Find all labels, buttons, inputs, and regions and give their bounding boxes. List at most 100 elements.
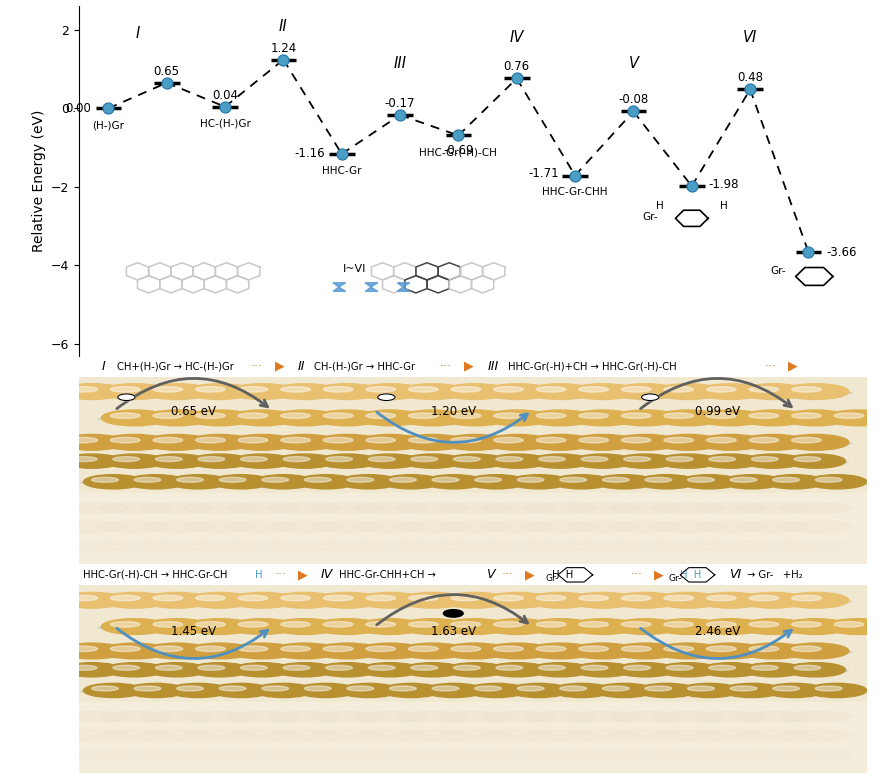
Ellipse shape (651, 625, 724, 629)
Ellipse shape (439, 503, 511, 514)
Text: 0.48: 0.48 (737, 71, 763, 85)
Ellipse shape (453, 665, 480, 671)
Ellipse shape (730, 477, 757, 483)
Ellipse shape (451, 595, 480, 601)
Ellipse shape (807, 475, 867, 489)
Ellipse shape (326, 665, 353, 671)
Ellipse shape (569, 618, 636, 635)
Bar (79, 493, 867, 564)
Ellipse shape (737, 503, 810, 514)
Ellipse shape (439, 417, 511, 421)
Ellipse shape (651, 711, 724, 723)
Ellipse shape (262, 686, 289, 691)
Ellipse shape (347, 477, 374, 483)
Ellipse shape (552, 683, 612, 698)
Ellipse shape (110, 595, 140, 601)
Ellipse shape (651, 650, 724, 654)
Text: (H-)Gr: (H-)Gr (92, 120, 124, 130)
Ellipse shape (80, 481, 146, 485)
Text: -3.66: -3.66 (826, 246, 856, 259)
Ellipse shape (780, 711, 852, 723)
Ellipse shape (698, 618, 764, 635)
Ellipse shape (581, 457, 608, 462)
Ellipse shape (496, 457, 523, 462)
Ellipse shape (698, 643, 764, 659)
Ellipse shape (609, 711, 682, 723)
Ellipse shape (226, 540, 298, 551)
Text: ···: ··· (275, 568, 287, 581)
Ellipse shape (126, 683, 186, 698)
Ellipse shape (59, 669, 125, 673)
Text: ▶: ▶ (788, 360, 797, 373)
Ellipse shape (411, 457, 437, 462)
Ellipse shape (187, 669, 253, 673)
Ellipse shape (281, 437, 311, 443)
Ellipse shape (403, 454, 462, 469)
Ellipse shape (311, 650, 384, 654)
Ellipse shape (464, 690, 529, 693)
Ellipse shape (442, 434, 509, 450)
Ellipse shape (464, 481, 529, 485)
Ellipse shape (782, 410, 849, 426)
Ellipse shape (579, 646, 608, 652)
Ellipse shape (815, 686, 842, 691)
Ellipse shape (368, 457, 395, 462)
Ellipse shape (722, 475, 781, 489)
Ellipse shape (195, 622, 225, 627)
Ellipse shape (55, 521, 128, 532)
Text: H: H (656, 201, 664, 211)
Ellipse shape (621, 413, 651, 419)
Ellipse shape (323, 622, 353, 627)
Ellipse shape (609, 650, 682, 654)
Ellipse shape (531, 454, 590, 469)
Ellipse shape (609, 625, 682, 629)
Ellipse shape (275, 663, 334, 677)
Ellipse shape (524, 600, 597, 604)
Ellipse shape (451, 646, 480, 652)
Ellipse shape (268, 417, 341, 421)
Ellipse shape (822, 625, 880, 629)
Ellipse shape (183, 600, 256, 604)
Ellipse shape (782, 384, 849, 399)
Ellipse shape (297, 683, 356, 698)
Ellipse shape (84, 683, 143, 698)
Text: 1.24: 1.24 (270, 41, 297, 54)
Ellipse shape (612, 410, 678, 426)
Ellipse shape (749, 413, 779, 419)
Ellipse shape (651, 503, 724, 514)
Ellipse shape (354, 521, 427, 532)
Ellipse shape (311, 391, 384, 395)
Ellipse shape (442, 643, 509, 659)
Ellipse shape (664, 387, 693, 392)
Ellipse shape (144, 592, 210, 608)
Ellipse shape (238, 646, 268, 652)
Ellipse shape (794, 457, 821, 462)
Ellipse shape (752, 665, 778, 671)
Ellipse shape (609, 540, 682, 551)
Ellipse shape (621, 387, 651, 392)
Ellipse shape (825, 410, 880, 426)
Ellipse shape (780, 749, 852, 760)
Ellipse shape (737, 600, 810, 604)
Text: IV: IV (321, 568, 334, 581)
Text: → Gr-   +H₂: → Gr- +H₂ (747, 570, 803, 580)
Ellipse shape (567, 650, 639, 654)
Ellipse shape (834, 622, 864, 627)
Ellipse shape (382, 683, 441, 698)
Ellipse shape (694, 711, 767, 723)
Ellipse shape (354, 711, 427, 723)
Ellipse shape (134, 686, 161, 691)
Ellipse shape (645, 686, 671, 691)
Ellipse shape (451, 387, 480, 392)
Ellipse shape (524, 503, 597, 514)
Ellipse shape (485, 384, 551, 399)
Ellipse shape (153, 646, 183, 652)
Ellipse shape (382, 475, 441, 489)
Ellipse shape (357, 410, 423, 426)
Ellipse shape (195, 595, 225, 601)
Ellipse shape (612, 592, 678, 608)
Ellipse shape (195, 437, 225, 443)
Ellipse shape (700, 663, 760, 677)
Ellipse shape (708, 665, 736, 671)
Ellipse shape (474, 477, 502, 483)
